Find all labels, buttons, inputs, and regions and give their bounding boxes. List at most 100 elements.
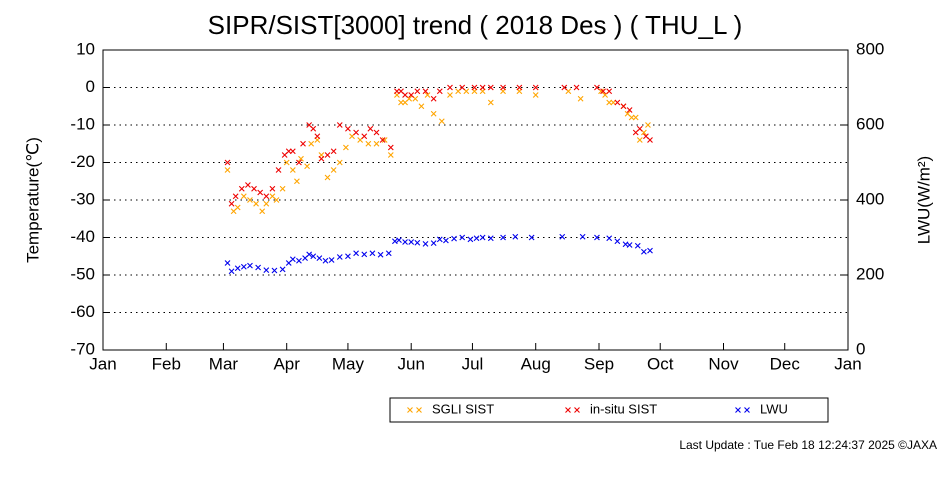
point [573,84,580,91]
point [512,233,519,240]
point [318,155,325,162]
point [279,185,286,192]
x-tick-label: Jul [462,354,484,373]
y-tick-label: -50 [70,264,95,283]
y-axis-label: Temperature(℃) [23,137,42,263]
point [367,125,374,132]
point [373,129,380,136]
point [396,237,402,244]
point [459,234,466,241]
point [310,253,317,260]
point [467,236,474,243]
point [430,95,437,102]
x-tick-label: May [332,354,365,373]
y-tick-label: -20 [70,152,95,171]
point [247,262,253,269]
point [240,193,247,200]
point [387,152,394,158]
point [528,234,535,241]
legend-box [389,397,829,423]
point [626,242,633,248]
x-tick-label: Jan [89,354,116,373]
y2-tick-label: 600 [856,114,884,133]
point [500,84,506,91]
point [594,234,600,241]
point [422,240,429,247]
point [336,122,343,128]
y2-tick-label: 400 [856,189,884,208]
point [447,92,453,98]
point [408,239,415,245]
x-tick-label: Apr [273,354,300,373]
point [391,238,398,245]
point [224,159,231,166]
point [473,235,480,242]
point [251,185,257,192]
point [238,185,245,192]
legend-label: LWU [760,401,788,416]
legend-label: SGLI SIST [432,401,494,416]
point [336,159,343,166]
point [308,140,315,147]
point [459,84,466,91]
x-tick-label: Feb [152,354,181,373]
point [296,159,302,166]
point [324,174,331,181]
point [343,144,349,151]
point [289,148,296,155]
point [300,140,306,147]
y2-tick-label: 800 [856,39,884,58]
point [253,200,259,207]
point [330,148,337,155]
point [447,84,453,91]
point [361,133,368,140]
point [594,84,600,91]
point [647,137,653,143]
point [381,137,388,143]
point [310,125,317,132]
point [626,107,633,113]
point [314,133,321,140]
point [408,92,415,98]
y-tick-label: -10 [70,114,95,133]
point [438,118,445,125]
y-tick-label: 0 [86,77,95,96]
point [273,197,280,203]
point [645,122,651,128]
x-tick-label: Sep [584,354,614,373]
legend-marker [565,407,580,413]
point [336,254,343,260]
point [418,103,425,110]
point [228,268,235,275]
x-tick-label: Aug [521,354,551,373]
point [414,239,421,246]
point [422,88,429,95]
x-tick-label: Oct [647,354,674,373]
point [298,155,304,162]
y-tick-label: -30 [70,189,95,208]
point [600,88,606,95]
point [234,204,241,211]
y-tick-label: -60 [70,302,95,321]
point [402,239,408,245]
point [451,235,457,242]
legend-label: in-situ SIST [590,401,657,416]
point [614,99,621,106]
point [304,163,310,170]
point [353,129,359,136]
point [224,260,231,266]
point [255,264,262,271]
point [387,144,394,151]
point [240,263,247,270]
point [245,182,251,188]
point [532,92,539,98]
point [487,84,494,91]
point [257,189,264,196]
x-tick-label: Dec [770,354,801,373]
footer: Last Update : Tue Feb 18 12:24:37 2025 ©… [679,438,937,452]
point [500,234,506,241]
point [259,208,266,215]
point [424,92,431,98]
point [316,255,323,262]
